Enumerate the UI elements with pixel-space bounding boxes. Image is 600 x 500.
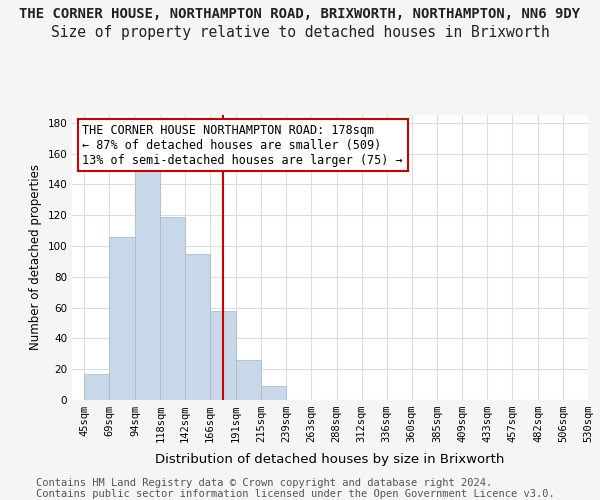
- Bar: [160, 216, 185, 400]
- Bar: [236, 360, 261, 400]
- Bar: [185, 254, 210, 400]
- Bar: [210, 310, 236, 400]
- Text: THE CORNER HOUSE NORTHAMPTON ROAD: 178sqm
← 87% of detached houses are smaller (: THE CORNER HOUSE NORTHAMPTON ROAD: 178sq…: [82, 124, 403, 166]
- X-axis label: Distribution of detached houses by size in Brixworth: Distribution of detached houses by size …: [155, 454, 505, 466]
- Bar: [136, 166, 160, 400]
- Text: THE CORNER HOUSE, NORTHAMPTON ROAD, BRIXWORTH, NORTHAMPTON, NN6 9DY: THE CORNER HOUSE, NORTHAMPTON ROAD, BRIX…: [19, 8, 581, 22]
- Bar: [109, 236, 136, 400]
- Y-axis label: Number of detached properties: Number of detached properties: [29, 164, 42, 350]
- Text: Contains HM Land Registry data © Crown copyright and database right 2024.
Contai: Contains HM Land Registry data © Crown c…: [36, 478, 555, 499]
- Bar: [261, 386, 286, 400]
- Text: Size of property relative to detached houses in Brixworth: Size of property relative to detached ho…: [50, 25, 550, 40]
- Bar: [85, 374, 109, 400]
